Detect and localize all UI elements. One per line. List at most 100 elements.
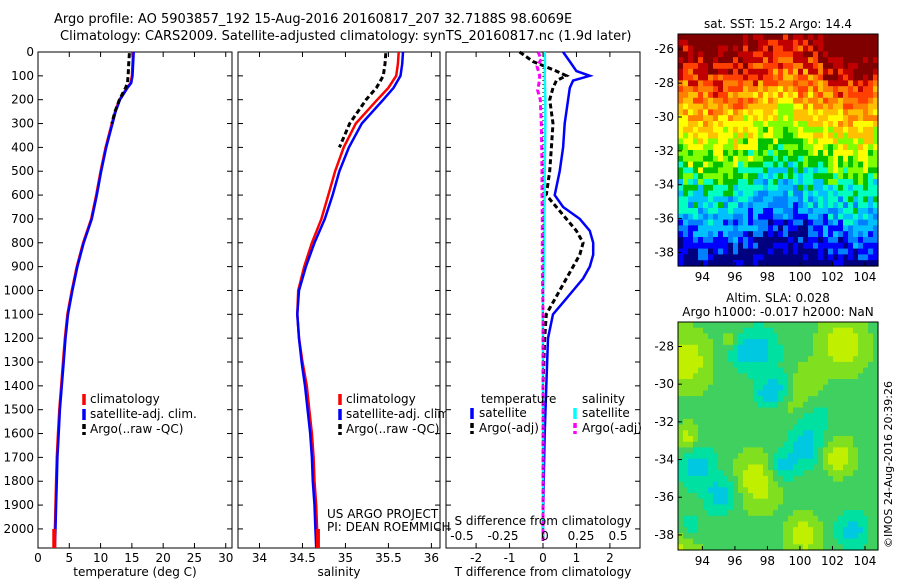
map-cell [748,144,754,151]
map-cell [803,173,809,180]
map-cell [788,150,794,157]
map-cell [688,254,694,261]
map-cell [783,144,789,151]
map-cell [713,487,719,494]
map-cell [833,248,839,255]
map-cell [798,74,804,81]
map-cell [838,138,844,145]
map-cell [758,92,764,99]
map-cell [813,498,819,505]
map-cell [808,190,814,197]
map-cell [808,231,814,238]
map-cell [823,45,829,52]
map-cell [838,179,844,186]
map-cell [748,225,754,232]
map-cell [873,97,879,105]
map-cell [728,441,734,448]
map-cell [818,103,824,110]
map-cell [818,51,824,58]
map-cell [843,356,849,363]
map-cell [758,521,764,528]
map-cell [768,132,774,139]
map-cell [763,418,769,426]
map-cell [793,367,799,374]
map-cell [758,57,764,64]
map-cell [738,150,744,157]
map-cell [763,237,769,244]
map-cell [798,254,804,261]
map-cell [873,515,879,523]
map-cell [783,184,789,192]
map-cell [843,57,849,64]
map-cell [843,190,849,197]
map-cell [713,231,719,238]
map-cell [698,527,704,534]
map-cell [753,532,759,540]
map-cell [863,327,869,334]
map-cell [873,231,879,238]
map-cell [813,470,819,477]
map-cell [798,361,804,369]
map-cell [848,208,854,215]
map-cell [788,322,794,329]
map-cell [683,121,689,128]
map-cell [723,121,729,128]
map-cell [778,390,784,397]
map-cell [823,242,829,250]
map-cell [783,248,789,255]
map-cell [723,515,729,523]
map-cell [828,379,834,386]
series-line-satellite-adj-clim- [296,51,405,549]
map-cell [848,173,854,180]
map-cell [748,57,754,64]
map-cell [783,45,789,52]
map-cell [828,39,834,47]
map-cell [728,384,734,391]
map-cell [788,333,794,340]
map-cell [693,475,699,483]
map-cell [768,126,774,134]
map-cell [788,401,794,409]
map-cell [858,254,864,261]
map-cell [813,327,819,334]
map-cell [688,34,694,41]
map-cell [738,51,744,58]
map-cell [718,68,724,76]
map-cell [678,138,684,145]
map-cell [743,521,749,528]
map-cell [793,344,799,352]
map-cell [688,390,694,397]
map-cell [788,504,794,511]
map-cell [833,132,839,139]
map-cell [688,396,694,403]
map-cell [698,384,704,391]
map-cell [723,225,729,232]
map-cell [703,401,709,409]
map-cell [718,150,724,157]
map-cell [683,196,689,203]
map-cell [713,184,719,192]
map-cell [793,350,799,357]
map-cell [728,126,734,134]
map-cell [753,544,759,551]
map-cell [678,57,684,64]
map-cell [793,493,799,500]
map-cell [753,327,759,334]
map-cell [778,190,784,197]
map-cell [723,527,729,534]
map-cell [793,418,799,426]
map-cell [758,68,764,76]
map-cell [748,138,754,145]
map-cell [818,242,824,250]
map-cell [738,498,744,505]
map-cell [798,115,804,122]
map-cell [753,202,759,209]
map-cell [813,418,819,426]
map-cell [798,242,804,250]
map-cell [728,179,734,186]
map-cell [753,356,759,363]
map-cell [718,57,724,64]
map-cell [738,379,744,386]
map-cell [823,63,829,70]
map-cell [698,481,704,488]
